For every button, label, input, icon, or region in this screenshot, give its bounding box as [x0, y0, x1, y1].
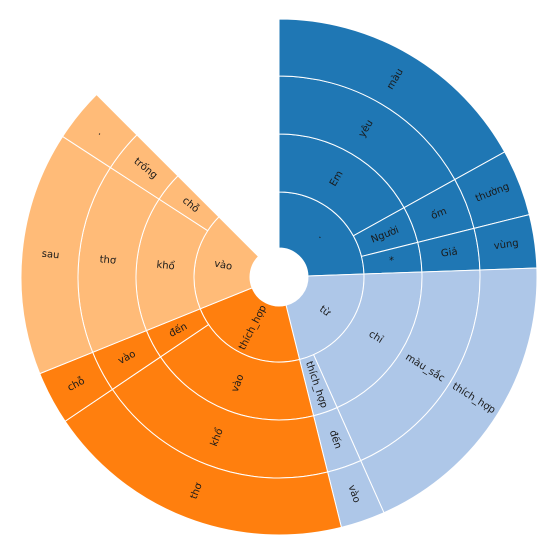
segments	[20, 18, 538, 536]
segment-label-24: vào	[213, 257, 233, 272]
segment-label-25: khổ	[156, 258, 175, 273]
segment-label-0: .	[314, 231, 324, 241]
segment-label-5: ốm	[429, 205, 448, 222]
segment-4-30	[61, 93, 138, 169]
segment-label-15: đến	[327, 429, 344, 451]
segment-label-7: *	[389, 255, 395, 267]
segment-label-8: Giả	[440, 245, 458, 259]
segment-label-27: sau	[41, 249, 60, 262]
segment-label-30: .	[96, 127, 105, 138]
segment-label-26: thơ	[99, 254, 117, 267]
segment-label-9: vùng	[493, 237, 519, 252]
segment-label-16: vào	[346, 483, 363, 504]
